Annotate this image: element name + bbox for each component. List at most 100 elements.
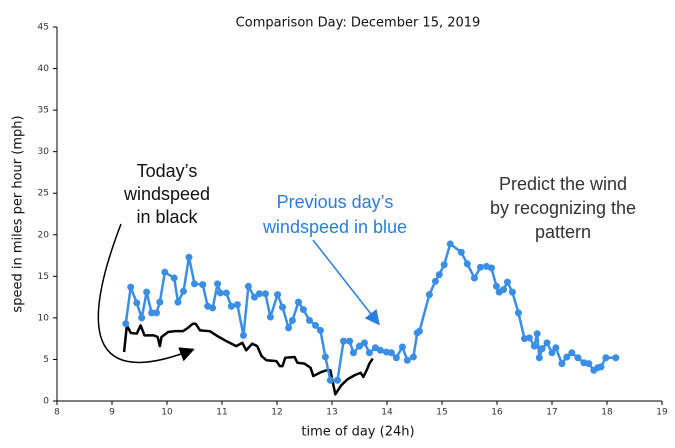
chart-title: Comparison Day: December 15, 2019 [236, 16, 481, 31]
x-tick-label: 10 [161, 408, 173, 418]
point [321, 353, 329, 361]
point [209, 304, 217, 312]
arrow [97, 223, 195, 364]
annotation: pattern [535, 222, 591, 242]
series-line [122, 322, 374, 396]
point [214, 280, 222, 288]
point [227, 302, 235, 310]
point [508, 288, 516, 296]
point [435, 271, 443, 279]
point [500, 286, 508, 294]
point [457, 248, 465, 256]
point [279, 303, 286, 311]
point [552, 344, 560, 352]
point [398, 343, 406, 351]
point [170, 274, 178, 282]
x-tick-label: 8 [54, 408, 60, 418]
point [261, 290, 269, 298]
point [387, 349, 395, 357]
point [133, 299, 141, 307]
point [425, 291, 433, 299]
annotation: windspeed in blue [262, 217, 407, 237]
point [122, 320, 130, 328]
x-tick-label: 16 [491, 408, 503, 418]
point [488, 264, 495, 272]
point [360, 339, 368, 347]
point [255, 290, 263, 298]
point [305, 316, 313, 324]
point [250, 293, 258, 301]
point [340, 337, 348, 345]
annotation: in black [136, 207, 198, 227]
y-tick-label: 20 [38, 230, 50, 240]
y-tick-label: 15 [38, 272, 49, 282]
point [222, 289, 230, 297]
point [392, 354, 400, 362]
point [463, 260, 471, 268]
point [288, 316, 296, 324]
point [470, 274, 478, 282]
point [440, 261, 448, 269]
point [574, 354, 582, 362]
point [185, 253, 193, 261]
point [558, 360, 566, 368]
point [199, 281, 207, 289]
point [180, 287, 187, 295]
point [365, 349, 373, 357]
x-tick-label: 14 [381, 408, 393, 418]
point [538, 345, 546, 353]
point [477, 263, 484, 271]
annotation: Today’s [137, 161, 198, 181]
x-tick-label: 18 [601, 408, 613, 418]
y-tick-label: 45 [38, 23, 49, 33]
point [156, 298, 164, 306]
point [376, 346, 384, 354]
point [216, 289, 224, 297]
point [525, 334, 533, 342]
x-tick-label: 13 [326, 408, 337, 418]
point [563, 353, 571, 361]
point [266, 313, 274, 321]
point [431, 277, 439, 285]
y-tick-label: 10 [38, 313, 50, 323]
point [612, 354, 620, 362]
y-tick-label: 5 [43, 355, 49, 365]
point [403, 356, 411, 364]
point [446, 240, 454, 248]
y-axis-label: speed in miles per hour (mph) [11, 115, 26, 312]
point [548, 349, 556, 357]
point [349, 349, 357, 357]
point [543, 339, 551, 347]
y-tick-label: 0 [43, 397, 49, 407]
annotation: Predict the wind [499, 174, 627, 194]
point [514, 309, 522, 317]
point [316, 326, 324, 334]
x-axis-label: time of day (24h) [301, 425, 414, 440]
point [312, 321, 319, 329]
point [535, 354, 543, 362]
point [143, 288, 151, 296]
point [239, 331, 247, 339]
y-tick-label: 35 [38, 106, 49, 116]
point [533, 330, 541, 338]
x-tick-label: 15 [436, 408, 447, 418]
point [326, 376, 334, 384]
x-tick-label: 9 [109, 408, 115, 418]
y-tick-label: 40 [38, 64, 50, 74]
point [597, 363, 605, 371]
point [346, 337, 354, 345]
point [492, 282, 500, 290]
point [602, 354, 610, 362]
point [503, 278, 511, 286]
point [294, 298, 302, 306]
arrow [312, 239, 380, 326]
point [174, 298, 182, 306]
point [568, 349, 576, 357]
point [334, 376, 341, 384]
annotation: Previous day’s [277, 192, 394, 212]
x-tick-label: 19 [656, 408, 668, 418]
point [148, 309, 156, 317]
x-tick-label: 11 [216, 408, 227, 418]
point [299, 306, 307, 314]
